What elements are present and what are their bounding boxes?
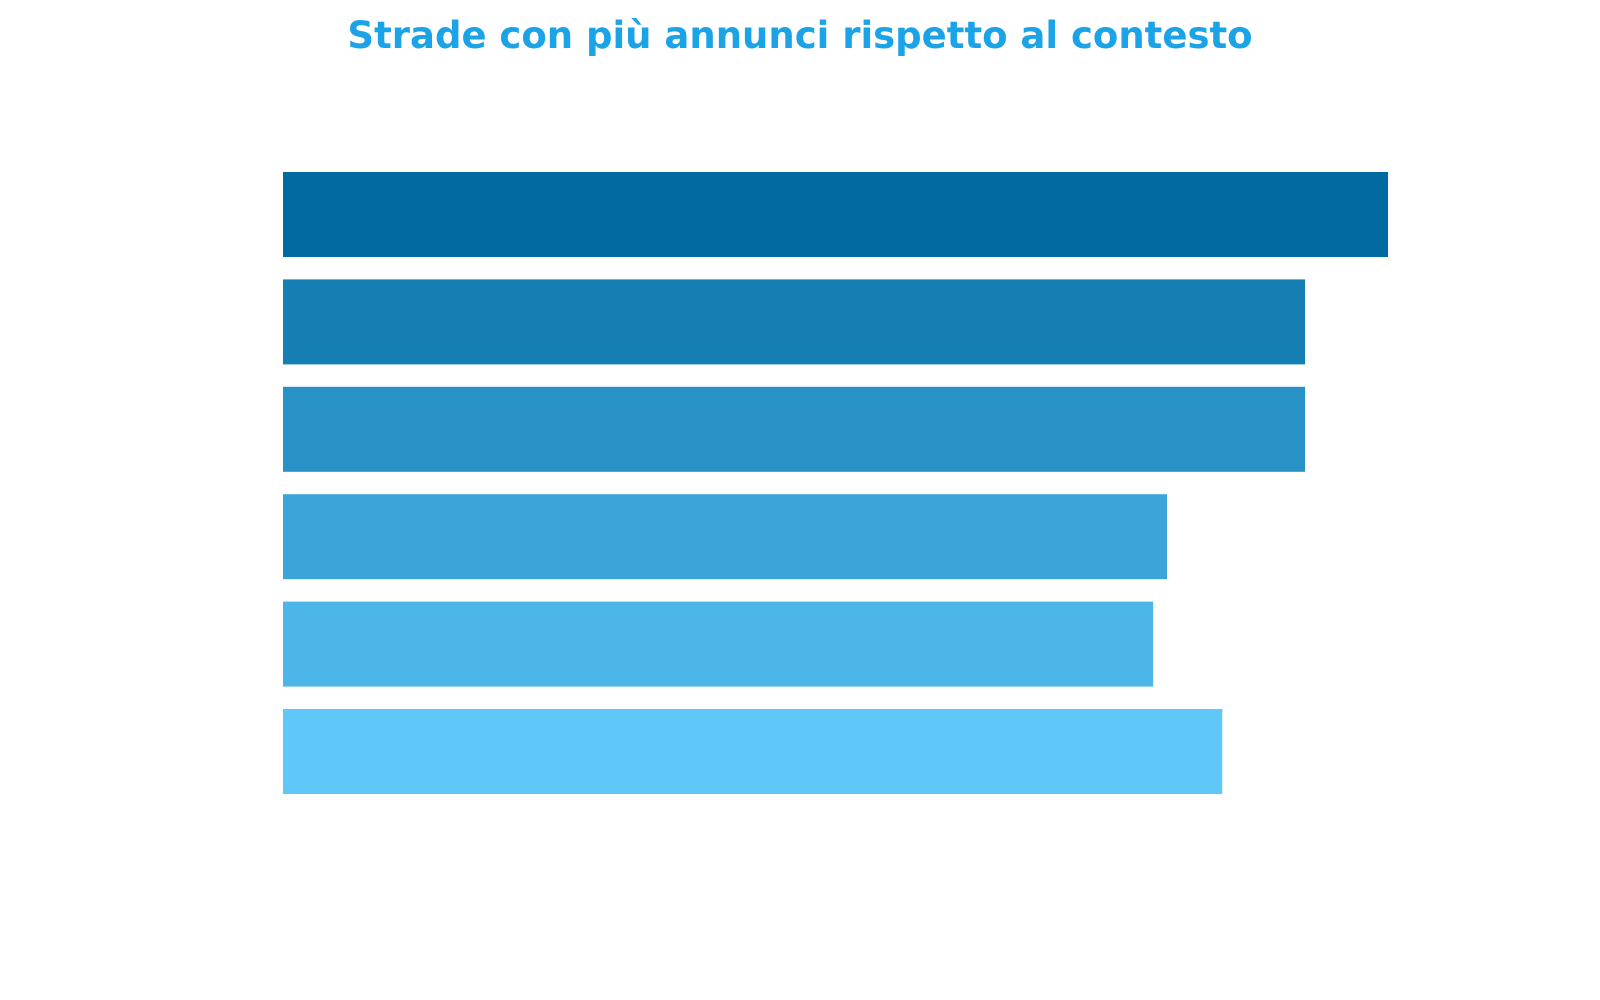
- chart-title: Strade con più annunci rispetto al conte…: [347, 14, 1253, 57]
- bar-1: [283, 172, 1388, 257]
- bars-group: [283, 172, 1388, 794]
- bar-6: [283, 709, 1223, 794]
- bar-3: [283, 386, 1306, 472]
- bar-2: [283, 279, 1306, 365]
- bar-5: [283, 601, 1154, 687]
- bar-4: [283, 494, 1167, 580]
